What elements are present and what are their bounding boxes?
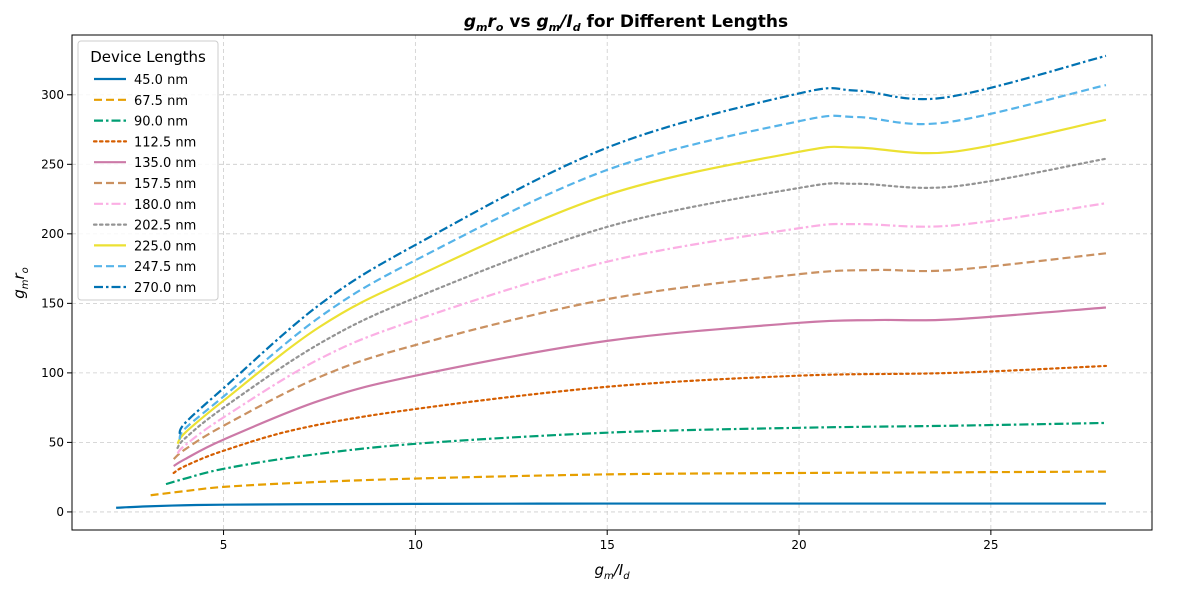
- legend-label: 247.5 nm: [134, 260, 196, 275]
- series-line-157-5-nm: [172, 252, 1107, 460]
- y-tick-label: 150: [41, 296, 64, 310]
- legend-label: 270.0 nm: [134, 281, 196, 296]
- chart-title: gmro vs gm/Id for Different Lengths: [464, 12, 788, 34]
- legend: Device Lengths 45.0 nm 67.5 nm 90.0 nm 112.…: [77, 40, 219, 301]
- series-line-45-0-nm: [116, 502, 1106, 509]
- x-tick-label: 5: [220, 538, 228, 552]
- y-tick-label: 0: [56, 505, 64, 519]
- x-tick-label: 20: [791, 538, 806, 552]
- x-tick-label: 15: [600, 538, 615, 552]
- y-tick-label: 250: [41, 157, 64, 171]
- legend-label: 112.5 nm: [134, 135, 196, 150]
- series-line-135-0-nm: [173, 306, 1107, 467]
- legend-label: 45.0 nm: [134, 73, 188, 88]
- series-lines: [116, 54, 1108, 509]
- x-tick-label: 10: [408, 538, 423, 552]
- legend-label: 180.0 nm: [134, 198, 196, 213]
- legend-label: 67.5 nm: [134, 94, 188, 109]
- series-line-225-0-nm: [176, 118, 1107, 445]
- y-tick-label: 100: [41, 366, 64, 380]
- y-tick-label: 50: [49, 435, 64, 449]
- legend-label: 225.0 nm: [134, 239, 196, 254]
- series-line-67-5-nm: [150, 470, 1106, 497]
- x-tick-label: 25: [983, 538, 998, 552]
- series-line-180-0-nm: [176, 202, 1107, 455]
- legend-label: 135.0 nm: [134, 156, 196, 171]
- legend-title: Device Lengths: [90, 48, 206, 66]
- legend-label: 202.5 nm: [134, 219, 196, 234]
- y-tick-label: 200: [41, 227, 64, 241]
- series-line-90-0-nm: [165, 421, 1106, 486]
- series-line-202-5-nm: [176, 157, 1108, 450]
- y-tick-label: 300: [41, 88, 64, 102]
- series-line-112-5-nm: [172, 364, 1108, 475]
- legend-items: 45.0 nm 67.5 nm 90.0 nm 112.5 nm 135.0 nm 157…: [92, 73, 196, 296]
- legend-box: [77, 40, 219, 301]
- y-axis-label: gmro: [10, 267, 31, 299]
- legend-label: 157.5 nm: [134, 177, 196, 192]
- series-line-270-0-nm: [178, 54, 1107, 435]
- plot-frame: [71, 34, 1153, 531]
- legend-label: 90.0 nm: [134, 115, 188, 130]
- x-axis-label: gm/Id: [594, 561, 630, 582]
- series-line-247-5-nm: [178, 83, 1107, 441]
